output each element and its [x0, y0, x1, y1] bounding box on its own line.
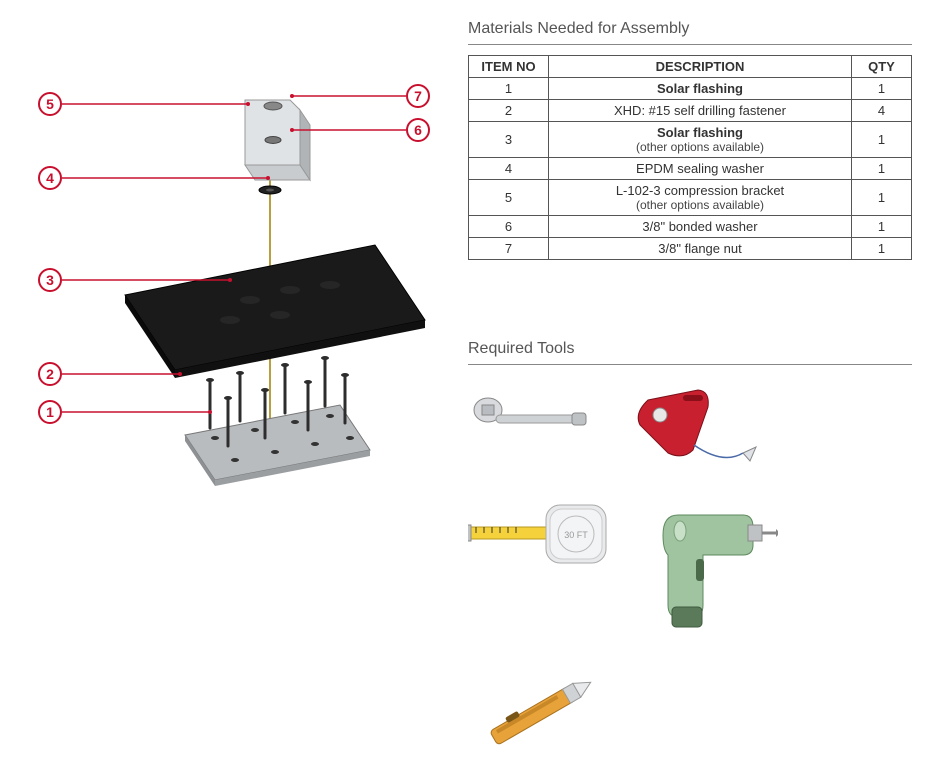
cell-qty: 1 — [852, 238, 912, 260]
table-row: 4EPDM sealing washer1 — [469, 158, 912, 180]
table-row: 2XHD: #15 self drilling fastener4 — [469, 100, 912, 122]
drill-icon — [648, 495, 778, 635]
table-row: 63/8" bonded washer1 — [469, 216, 912, 238]
callout-3: 3 — [38, 268, 62, 292]
chalk-line-icon — [628, 385, 768, 475]
materials-title: Materials Needed for Assembly — [468, 20, 912, 45]
cell-itemno: 6 — [469, 216, 549, 238]
callout-5: 5 — [38, 92, 62, 116]
cell-itemno: 7 — [469, 238, 549, 260]
cell-itemno: 2 — [469, 100, 549, 122]
materials-table: ITEM NO DESCRIPTION QTY 1Solar flashing1… — [468, 55, 912, 260]
utility-knife-icon — [468, 655, 608, 775]
table-row: 5L-102-3 compression bracket(other optio… — [469, 180, 912, 216]
cell-desc: Solar flashing — [549, 78, 852, 100]
callout-2: 2 — [38, 362, 62, 386]
cell-desc: 3/8" flange nut — [549, 238, 852, 260]
cell-itemno: 1 — [469, 78, 549, 100]
cell-desc: L-102-3 compression bracket(other option… — [549, 180, 852, 216]
tape-measure-icon: 30 FT — [468, 495, 618, 575]
cell-itemno: 4 — [469, 158, 549, 180]
cell-qty: 1 — [852, 78, 912, 100]
col-qty: QTY — [852, 56, 912, 78]
svg-text:30 FT: 30 FT — [564, 530, 588, 540]
cell-itemno: 5 — [469, 180, 549, 216]
cell-qty: 1 — [852, 216, 912, 238]
exploded-diagram-panel: 1 2 3 4 5 6 7 — [0, 0, 460, 696]
cell-qty: 1 — [852, 158, 912, 180]
cell-desc: XHD: #15 self drilling fastener — [549, 100, 852, 122]
cell-qty: 1 — [852, 180, 912, 216]
socket-wrench-icon — [468, 385, 598, 455]
cell-qty: 1 — [852, 122, 912, 158]
callout-7: 7 — [406, 84, 430, 108]
cell-itemno: 3 — [469, 122, 549, 158]
cell-desc: 3/8" bonded washer — [549, 216, 852, 238]
tools-title: Required Tools — [468, 340, 912, 365]
callout-6: 6 — [406, 118, 430, 142]
callout-1: 1 — [38, 400, 62, 424]
cell-desc: Solar flashing(other options available) — [549, 122, 852, 158]
col-item: ITEM NO — [469, 56, 549, 78]
cell-qty: 4 — [852, 100, 912, 122]
table-row: 73/8" flange nut1 — [469, 238, 912, 260]
tools-grid: 30 FT — [468, 375, 912, 775]
callout-4: 4 — [38, 166, 62, 190]
table-row: 1Solar flashing1 — [469, 78, 912, 100]
assembly-diagram — [30, 40, 450, 520]
cell-desc: EPDM sealing washer — [549, 158, 852, 180]
col-desc: DESCRIPTION — [549, 56, 852, 78]
table-row: 3Solar flashing(other options available)… — [469, 122, 912, 158]
